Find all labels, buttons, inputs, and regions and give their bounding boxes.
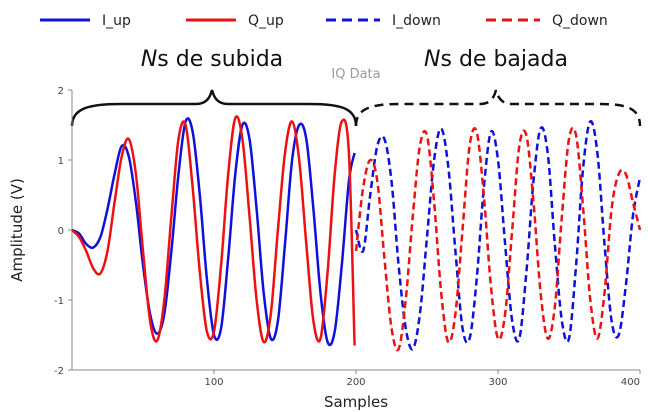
legend-label-i-down: I_down <box>392 13 441 29</box>
series-line-i-down <box>354 120 642 351</box>
legend-item-i-up: I_up <box>40 13 131 29</box>
x-axis-ticks: 100 200 300 400 <box>204 370 641 388</box>
series-line-q-down <box>354 126 642 352</box>
y-axis-ticks: 2 1 0 -1 -2 <box>54 86 72 377</box>
legend-label-q-down: Q_down <box>552 13 608 29</box>
x-tick-label: 200 <box>346 377 365 388</box>
annotation-subida-italic: N <box>141 47 157 72</box>
y-tick-label: -1 <box>54 296 64 307</box>
annotation-bajada-italic: N <box>424 47 440 72</box>
series-line-i-up <box>71 117 356 347</box>
legend-label-i-up: I_up <box>102 13 131 29</box>
annotation-bajada: Ns de bajada <box>424 47 568 72</box>
y-tick-label: 2 <box>58 86 64 97</box>
legend-item-q-up: Q_up <box>186 13 284 29</box>
y-axis-label: Amplitude (V) <box>8 178 26 282</box>
annotation-bajada-text: s de bajada <box>441 47 568 72</box>
series-line-q-up <box>71 115 356 346</box>
legend-item-i-down: I_down <box>326 13 441 29</box>
x-tick-label: 100 <box>204 377 223 388</box>
legend-label-q-up: Q_up <box>248 13 284 29</box>
y-tick-label: -2 <box>54 366 64 377</box>
annotation-subida-text: s de subida <box>157 47 283 72</box>
brace-bajada <box>354 89 642 127</box>
legend: I_up Q_up I_down Q_down <box>40 13 608 29</box>
x-tick-label: 400 <box>621 377 640 388</box>
series-layer <box>71 115 642 352</box>
chart-title: IQ Data <box>331 67 380 82</box>
x-tick-label: 300 <box>488 377 507 388</box>
annotation-subida: Ns de subida <box>141 47 283 72</box>
y-tick-label: 0 <box>58 226 64 237</box>
y-tick-label: 1 <box>58 156 64 167</box>
x-axis-label: Samples <box>324 393 388 411</box>
brace-subida <box>70 89 358 127</box>
legend-item-q-down: Q_down <box>486 13 608 29</box>
